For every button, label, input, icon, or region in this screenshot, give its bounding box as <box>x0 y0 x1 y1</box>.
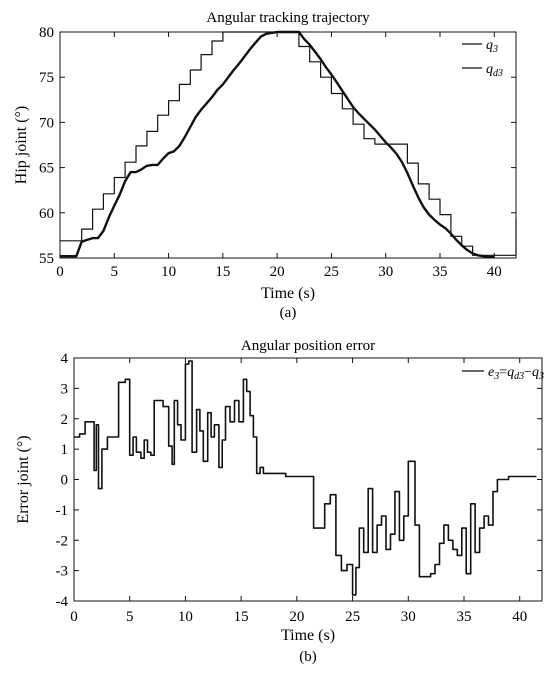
x-tick-label: 30 <box>401 609 416 625</box>
x-tick-label: 5 <box>126 609 134 625</box>
y-tick-label: 0 <box>61 473 69 489</box>
x-tick-label: 25 <box>345 609 360 625</box>
x-tick-label: 10 <box>161 264 176 280</box>
legend-text: q <box>486 62 493 77</box>
y-tick-label: 65 <box>39 161 54 177</box>
y-tick-label: 75 <box>39 70 54 86</box>
x-tick-label: 35 <box>433 264 448 280</box>
y-tick-label: -3 <box>56 564 69 580</box>
x-axis-label: Time (s) <box>281 627 335 644</box>
y-axis-label: Hip joint (°) <box>13 106 30 184</box>
chart-a: Angular tracking trajectory 0 5 10 15 20 25 30 3… <box>13 10 517 321</box>
y-tick-label: 55 <box>39 251 54 267</box>
y-tick-label: -2 <box>56 533 69 549</box>
x-tick-label: 30 <box>378 264 393 280</box>
legend-subscript: 3 <box>538 371 544 382</box>
x-tick-label: 20 <box>270 264 285 280</box>
y-axis-label: Error joint (°) <box>15 435 32 523</box>
series-line-e3=qd3−q3 <box>74 360 537 596</box>
legend-text: = <box>499 365 507 380</box>
x-tick-label: 15 <box>215 264 230 280</box>
series-line-qd3 <box>60 31 517 256</box>
x-axis-label: Time (s) <box>261 285 315 302</box>
x-tick-label: 10 <box>178 609 193 625</box>
legend-text: q <box>486 38 493 53</box>
legend-label: qd3 <box>486 62 503 79</box>
y-tick-label: -1 <box>56 503 69 519</box>
legend-subscript: 3 <box>492 44 498 55</box>
legend-text: q <box>507 365 514 380</box>
x-tick-label: 40 <box>512 609 527 625</box>
legend-text: e <box>488 365 494 380</box>
y-tick-label: 3 <box>61 381 69 397</box>
x-tick-label: 0 <box>70 609 78 625</box>
legend-subscript: 3 <box>493 371 499 382</box>
legend-subscript: d3 <box>514 371 524 382</box>
x-tick-label: 20 <box>289 609 304 625</box>
legend-text: − <box>524 365 532 380</box>
figure-caption: (a) <box>280 305 297 321</box>
chart-title: Angular tracking trajectory <box>206 10 370 26</box>
y-tick-label: 60 <box>39 206 54 222</box>
legend-text: q <box>532 365 539 380</box>
figure-caption: (b) <box>299 649 317 665</box>
x-tick-label: 5 <box>111 264 119 280</box>
chart-title: Angular position error <box>241 338 375 354</box>
legend-subscript: d3 <box>493 68 503 79</box>
x-tick-label: 40 <box>487 264 502 280</box>
y-tick-label: 2 <box>61 412 69 428</box>
series-line-q3 <box>60 30 495 259</box>
x-tick-label: 15 <box>234 609 249 625</box>
x-tick-label: 35 <box>457 609 472 625</box>
y-tick-label: 4 <box>61 351 69 367</box>
plot-frame <box>59 31 517 259</box>
legend-label: e3=qd3−q3 <box>488 365 544 382</box>
x-tick-label: 0 <box>56 264 64 280</box>
y-tick-label: 1 <box>61 442 69 458</box>
y-tick-label: 70 <box>39 115 54 131</box>
plot-frame <box>73 357 543 602</box>
x-tick-label: 25 <box>324 264 339 280</box>
legend-label: q3 <box>486 38 498 55</box>
y-tick-label: -4 <box>56 594 69 610</box>
y-tick-label: 80 <box>39 25 54 41</box>
